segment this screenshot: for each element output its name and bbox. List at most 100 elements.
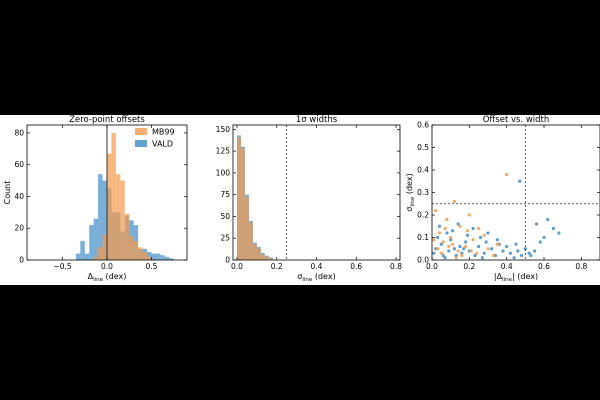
panel3-point-vald — [539, 240, 542, 243]
panel3-ytick-label: 0.3 — [417, 188, 429, 197]
panel2-ytick-label: 150 — [216, 125, 231, 134]
panel3-point-vald — [451, 229, 454, 232]
panel3-point-mb99 — [471, 238, 474, 241]
panel1-legend-label-mb99: MB99 — [152, 128, 175, 137]
panel3-point-mb99 — [458, 225, 461, 228]
panel2-marks — [237, 135, 273, 260]
panel3-point-vald — [509, 252, 512, 255]
panel3-point-mb99 — [496, 243, 499, 246]
panel1-bar-mb99 — [143, 252, 147, 260]
panel2-bar-mb99 — [245, 197, 249, 260]
panel1-bar-mb99 — [125, 214, 129, 260]
panel3-point-vald — [557, 231, 560, 234]
panel2-bar-mb99 — [257, 249, 261, 260]
panel3-xtick-label: 0.6 — [538, 262, 550, 271]
panel3-point-mb99 — [466, 229, 469, 232]
panel3-point-vald — [481, 256, 484, 259]
panel1-bar-mb99 — [147, 257, 151, 260]
panel2-xtick-label: 0.6 — [350, 262, 362, 271]
panel3-point-vald — [445, 231, 448, 234]
panel3-point-vald — [542, 236, 545, 239]
panel3-point-vald — [471, 227, 474, 230]
panel3-ytick-label: 0.5 — [417, 143, 429, 152]
panel3-frame — [432, 125, 600, 260]
panel3-point-vald — [483, 252, 486, 255]
panel1-bar-mb99 — [94, 257, 98, 260]
panel3-point-vald — [518, 180, 521, 183]
panel3-ytick-label: 0.4 — [417, 166, 429, 175]
panel3-xlabel-unit: | (dex) — [512, 272, 538, 281]
panel1-bar-mb99 — [98, 247, 102, 260]
panel3-point-mb99 — [470, 249, 473, 252]
panel1-bar-mb99 — [107, 154, 111, 260]
panel2-ytick-label: 100 — [216, 168, 231, 177]
panel3-point-vald — [466, 234, 469, 237]
panel3-point-vald — [485, 240, 488, 243]
panel3-ylabel: σline (dex) — [405, 173, 416, 211]
panel3-point-vald — [458, 245, 461, 248]
panel3-point-vald — [490, 247, 493, 250]
panel3-point-vald — [447, 249, 450, 252]
panel3-point-vald — [477, 245, 480, 248]
panel3-xtick-label: 0.4 — [501, 262, 513, 271]
panel3-point-mb99 — [464, 245, 467, 248]
panel3-point-vald — [535, 222, 538, 225]
panel3-title: Offset vs. width — [483, 115, 550, 125]
panel2-xlabel: σline (dex) — [297, 272, 335, 283]
panel3-point-mb99 — [445, 218, 448, 221]
panel3-point-mb99 — [477, 227, 480, 230]
panel3-point-vald — [516, 249, 519, 252]
panel1-ytick-label: 40 — [14, 192, 24, 201]
panel1-legend-label-vald: VALD — [152, 140, 173, 149]
panel1-bar-vald — [76, 254, 80, 260]
panel1-ytick-label: 0 — [19, 256, 24, 265]
panel1-bar-vald — [165, 257, 169, 260]
panel3-point-mb99 — [460, 254, 463, 257]
panel3-point-vald — [513, 256, 516, 259]
panel1-bar-mb99 — [116, 174, 120, 260]
panel3-point-mb99 — [475, 252, 478, 255]
panel1-title: Zero-point offsets — [69, 115, 145, 125]
panel2-bar-mb99 — [237, 137, 241, 260]
panel3-point-mb99 — [455, 256, 458, 259]
panel3-point-mb99 — [442, 240, 445, 243]
panel3-point-mb99 — [468, 213, 471, 216]
panel1-bar-mb99 — [111, 133, 115, 260]
panel2-xlabel-unit: (dex) — [312, 272, 335, 281]
panel3-point-vald — [436, 236, 439, 239]
panel1-bar-vald — [94, 219, 98, 260]
panel3-point-vald — [438, 225, 441, 228]
panel2-xtick-label: 0.4 — [311, 262, 323, 271]
panel2-ytick-label: 50 — [220, 212, 230, 221]
panel3-point-mb99 — [492, 254, 495, 257]
panel1-bar-mb99 — [129, 236, 133, 260]
panel3-point-mb99 — [505, 173, 508, 176]
panel3-point-vald — [514, 243, 517, 246]
panel1-bar-vald — [80, 241, 84, 260]
panel1-xtick-label: 0.0 — [101, 262, 113, 271]
panel3-point-mb99 — [440, 252, 443, 255]
panel3-point-mb99 — [436, 247, 439, 250]
panel2-xtick-label: 0.2 — [271, 262, 283, 271]
panel2-frame — [233, 125, 400, 260]
panel1-bar-mb99 — [103, 235, 107, 260]
panel1-xtick-label: 0.5 — [145, 262, 157, 271]
panel3-point-vald — [505, 245, 508, 248]
panel1-bar-vald — [151, 254, 155, 260]
panel3-point-vald — [479, 236, 482, 239]
panel1-legend-swatch-vald — [135, 140, 147, 147]
panel2-ytick-label: 0 — [225, 256, 230, 265]
panel3-point-mb99 — [453, 200, 456, 203]
panel1-xlabel: Δline (dex) — [88, 272, 127, 283]
panel3-ytick-label: 0.6 — [417, 121, 429, 130]
panel2-ytick-label: 25 — [220, 234, 230, 243]
panel2-xtick-label: 0.0 — [231, 262, 243, 271]
panel1-bar-vald — [98, 174, 102, 260]
panel1-bar-vald — [85, 254, 89, 260]
panel2-bar-mb99 — [249, 223, 253, 260]
panel1-xlabel-unit: (dex) — [103, 272, 126, 281]
panel3-point-vald — [496, 238, 499, 241]
panel3-ytick-label: 0.2 — [417, 211, 429, 220]
panel3-ylabel-unit: (dex) — [405, 173, 414, 196]
figure: −0.5 0.0 0.5 0 20 40 60 80 Zero-point offsets Δli… — [0, 115, 600, 285]
